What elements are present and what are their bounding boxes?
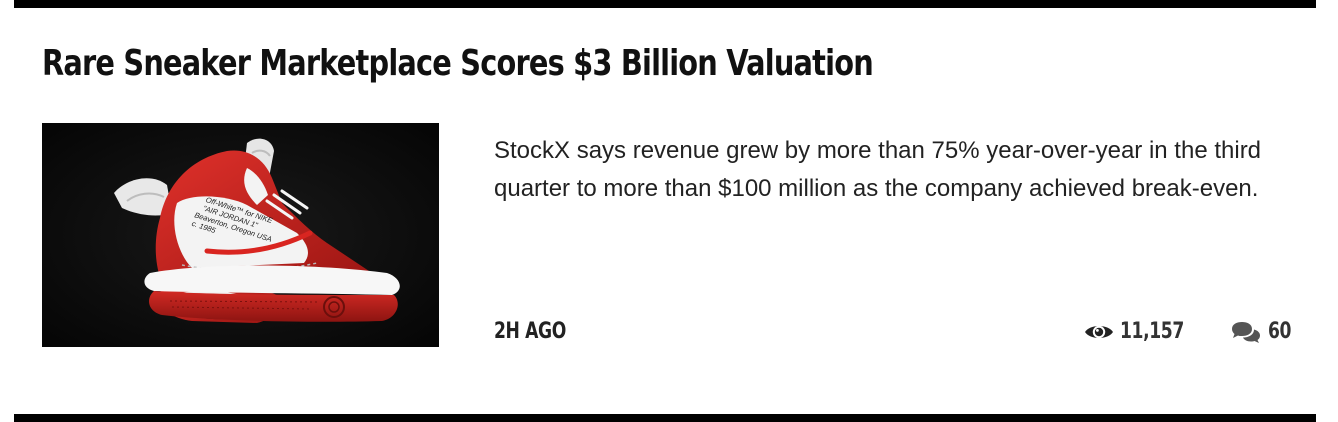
comments-icon [1232,322,1260,343]
article-timestamp: 2H AGO [494,319,566,344]
article-meta: 2H AGO 11,157 60 [494,316,1291,348]
bottom-divider [14,414,1316,422]
comments-value: 60 [1268,319,1292,344]
article-headline[interactable]: Rare Sneaker Marketplace Scores $3 Billi… [42,43,874,84]
article-excerpt: StockX says revenue grew by more than 75… [494,137,1262,202]
views-count: 11,157 [1084,316,1202,348]
comments-count[interactable]: 60 [1230,316,1298,348]
eye-icon [1085,325,1113,339]
sneaker-image: Off-White™ for NIKE "AIR JORDAN 1" Beave… [42,123,439,347]
article-thumbnail[interactable]: Off-White™ for NIKE "AIR JORDAN 1" Beave… [42,123,439,347]
top-divider [14,0,1316,8]
views-value: 11,157 [1120,319,1184,344]
